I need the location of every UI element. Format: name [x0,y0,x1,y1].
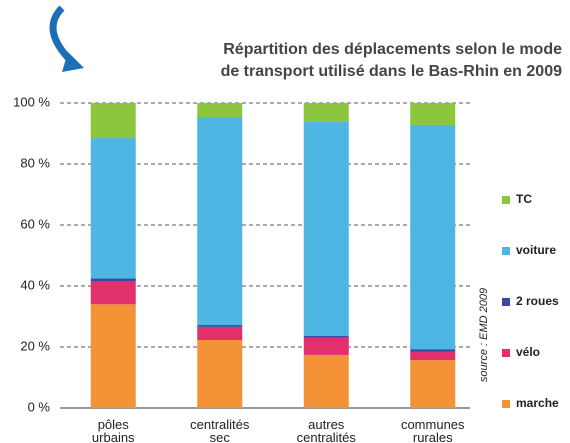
x-tick-label: autres centralités [297,417,357,443]
bar-segment [303,121,349,337]
bar-segment [410,349,456,352]
x-tick-label: communes rurales [401,417,465,443]
bar-segment [90,278,136,282]
bar-segment [303,354,349,408]
legend-label: vélo [516,345,540,359]
y-tick-label: 40 % [20,277,50,292]
bar-segment [303,336,349,338]
legend-label: TC [516,192,532,206]
y-tick-label: 60 % [20,216,50,231]
bar-segment [197,326,243,340]
bar-segment [90,304,136,408]
legend-swatch [502,400,510,408]
legend-swatch [502,196,510,204]
bar-segment [410,103,456,125]
y-tick-label: 0 % [28,399,51,414]
bar-segment [90,103,136,139]
bar-segment [303,103,349,122]
legend-label: voiture [516,243,556,257]
bar-segment [197,339,243,408]
legend-swatch [502,247,510,255]
bar-segment [410,124,456,350]
bar-segment [410,360,456,408]
bar-segment [197,103,243,118]
x-tick-label: centralités sec [190,417,250,443]
legend-label: 2 roues [516,294,559,308]
legend-swatch [502,298,510,306]
x-tick-label: pôles urbains [92,417,135,443]
chart-title: de transport utilisé dans le Bas-Rhin en… [221,63,563,80]
y-tick-label: 20 % [20,338,50,353]
arrow [49,5,75,65]
y-tick-label: 100 % [13,94,50,109]
bar-segment [303,337,349,355]
bar-segment [197,117,243,326]
chart-title: Répartition des déplacements selon le mo… [223,41,562,58]
source: source : EMD 2009 [478,288,490,382]
y-tick-label: 80 % [20,155,50,170]
bar-segment [197,325,243,327]
arrow-head [62,52,84,72]
legend-swatch [502,349,510,357]
legend-label: marche [516,396,559,410]
bar-segment [410,351,456,361]
bar-segment [90,138,136,279]
bar-segment [90,281,136,305]
